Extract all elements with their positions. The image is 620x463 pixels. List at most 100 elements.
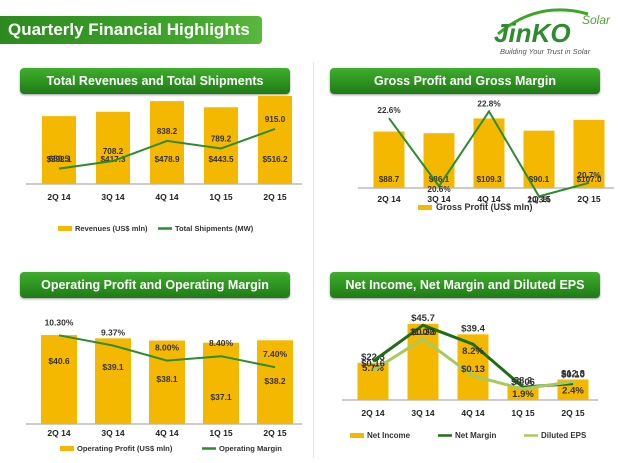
bar-value-label: $39.1 <box>102 362 124 372</box>
bar-value-label: $86.1 <box>429 175 450 184</box>
line-value-label: $0.10 <box>561 370 585 381</box>
bar <box>258 96 292 184</box>
operating-chart: $40.6 2Q 14 $39.1 3Q 14 $38.1 4Q 14 $37.1 1Q 15… <box>26 317 302 453</box>
legend-label: Gross Profit (US$ mln) <box>436 202 533 212</box>
bar <box>573 119 605 188</box>
bar-value-label: $107.0 <box>576 175 601 184</box>
category-label: 2Q 15 <box>263 192 286 202</box>
operating-panel-title: Operating Profit and Operating Margin <box>20 272 290 298</box>
header-bar: Quarterly Financial Highlights JinKO Sol… <box>0 0 620 58</box>
bar <box>149 340 185 424</box>
line-value-label: 659.5 <box>49 155 70 164</box>
bar <box>203 342 239 424</box>
line-value-label: 2.4% <box>562 386 584 397</box>
series-line <box>58 334 276 369</box>
line-value-label: 838.2 <box>157 127 178 136</box>
jinko-logo: JinKO Solar Building Your Trust in Solar <box>494 8 611 56</box>
category-label: 2Q 15 <box>561 408 584 418</box>
legend-swatch <box>350 433 364 438</box>
series-line <box>372 337 574 391</box>
category-label: 3Q 14 <box>101 192 124 202</box>
gross-chart: $88.7 2Q 14 $86.1 3Q 14 $109.3 4Q 14 $90.1 1Q 1… <box>358 99 614 212</box>
category-label: 4Q 14 <box>155 192 178 202</box>
logo-brand: JinKO <box>494 18 571 48</box>
bar-value-label: $38.1 <box>156 374 178 384</box>
legend-label: Revenues (US$ mln) <box>75 224 148 233</box>
category-label: 1Q 15 <box>209 192 232 202</box>
legend-swatch <box>58 226 72 231</box>
line-value-label: $0.16 <box>361 358 385 369</box>
bar-value-label: $12.3 <box>561 369 585 380</box>
bar-value-label: $417.3 <box>100 155 125 164</box>
line-value-label: $0.06 <box>511 377 535 388</box>
category-label: 2Q 14 <box>47 428 70 438</box>
net-panel-title: Net Income, Net Margin and Diluted EPS <box>330 272 600 298</box>
bar-value-label: $8.2 <box>514 375 533 386</box>
category-label: 4Q 14 <box>477 194 500 204</box>
category-label: 1Q 15 <box>209 428 232 438</box>
line-value-label: 8.40% <box>209 338 234 348</box>
gross-panel-title: Gross Profit and Gross Margin <box>330 68 600 94</box>
net-chart: $22.3 2Q 14 $45.7 3Q 14 $39.4 4Q 14 $8.2 1Q 15 $… <box>342 313 598 440</box>
bar <box>257 340 293 424</box>
page-title: Quarterly Financial Highlights <box>8 20 250 39</box>
line-value-label: 8.00% <box>155 343 180 353</box>
revenue-panel-title: Total Revenues and Total Shipments <box>20 68 290 94</box>
bar <box>507 386 539 400</box>
bar-value-label: $38.2 <box>264 376 286 386</box>
line-value-label: 8.2% <box>462 346 484 357</box>
series-line <box>388 109 590 198</box>
line-value-label: 20.3% <box>527 195 551 204</box>
bar-value-label: $443.5 <box>208 155 233 164</box>
line-value-label: 20.6% <box>427 185 451 194</box>
title-band: Quarterly Financial Highlights <box>0 16 262 44</box>
bar <box>41 335 77 424</box>
bar-value-label: $40.6 <box>48 356 70 366</box>
category-label: 2Q 15 <box>577 194 600 204</box>
bar-value-label: $516.2 <box>262 155 287 164</box>
bar <box>96 111 130 184</box>
bar-value-label: $478.9 <box>154 155 179 164</box>
bar <box>373 131 405 188</box>
category-label: 2Q 15 <box>263 428 286 438</box>
bar <box>42 116 76 184</box>
bar-value-label: $90.1 <box>529 175 550 184</box>
series-line <box>58 128 276 170</box>
bar-value-label: $109.3 <box>476 175 501 184</box>
line-value-label: 20.7% <box>577 171 601 180</box>
line-value-label: 10.30% <box>45 317 74 327</box>
category-label: 4Q 14 <box>155 428 178 438</box>
category-label: 1Q 15 <box>511 408 534 418</box>
legend-label: Operating Profit (US$ mln) <box>77 444 173 453</box>
logo-suffix: Solar <box>582 13 611 27</box>
line-value-label: $0.13 <box>461 364 485 375</box>
bar-value-label: $88.7 <box>379 175 400 184</box>
category-label: 1Q 15 <box>527 194 550 204</box>
category-label: 3Q 14 <box>411 408 434 418</box>
line-value-label: 915.0 <box>265 115 286 124</box>
category-label: 2Q 14 <box>377 194 400 204</box>
legend-label: Diluted EPS <box>541 431 587 440</box>
bar <box>95 338 131 424</box>
legend-label: Net Margin <box>455 431 496 440</box>
line-value-label: 7.40% <box>263 349 288 359</box>
line-value-label: 708.2 <box>103 147 124 156</box>
revenue-chart: $392.1 2Q 14 $417.3 3Q 14 $478.9 4Q 14 $443.5 1… <box>26 96 302 233</box>
bar-value-label: $22.3 <box>361 352 385 363</box>
logo-tagline: Building Your Trust in Solar <box>500 47 591 56</box>
bar-value-label: $392.1 <box>46 155 71 164</box>
bar <box>407 323 439 400</box>
bar <box>423 133 455 188</box>
line-value-label: 9.37% <box>101 328 126 338</box>
bar-value-label: $45.7 <box>411 313 435 324</box>
line-value-label: 22.6% <box>377 106 401 115</box>
line-value-label: $0.33 <box>411 327 435 338</box>
panel-divider <box>313 62 314 458</box>
bar <box>204 107 238 184</box>
legend-swatch <box>60 446 74 451</box>
line-value-label: 789.2 <box>211 134 232 143</box>
line-value-label: 22.8% <box>477 99 501 108</box>
category-label: 3Q 14 <box>427 194 450 204</box>
legend-label: Operating Margin <box>219 444 282 453</box>
line-value-label: 1.9% <box>512 389 534 400</box>
